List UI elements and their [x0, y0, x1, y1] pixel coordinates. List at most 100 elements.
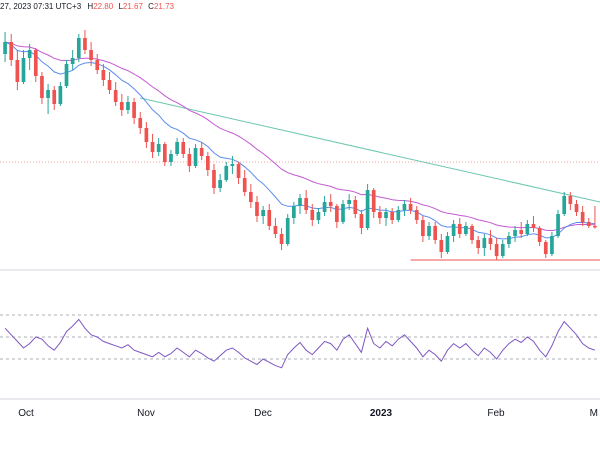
header-low-value: 21.67 — [122, 2, 143, 11]
candle-body — [507, 236, 511, 244]
candle — [218, 174, 222, 192]
candle — [322, 196, 327, 216]
candle-body — [396, 210, 401, 220]
candle — [169, 150, 173, 166]
candle-body — [242, 178, 247, 192]
candle-body — [64, 64, 69, 86]
candle-body — [224, 166, 229, 180]
candle-body — [359, 214, 364, 228]
candle — [298, 194, 302, 214]
candle — [519, 222, 524, 238]
candle-body — [384, 212, 388, 218]
candle-body — [439, 240, 444, 252]
candle — [476, 236, 481, 254]
candle — [40, 72, 44, 104]
candle — [433, 222, 438, 244]
candle-body — [144, 128, 149, 142]
rsi-line — [4, 318, 596, 369]
candle-body — [70, 58, 75, 64]
x-tick-label: Dec — [254, 408, 272, 419]
candle-body — [15, 60, 20, 82]
candle — [21, 50, 26, 84]
candle — [470, 224, 474, 244]
candle — [156, 138, 161, 156]
candle-body — [169, 154, 173, 162]
candle — [341, 200, 345, 224]
candle — [568, 192, 573, 210]
candle — [365, 184, 370, 230]
candle — [421, 216, 425, 242]
candle — [396, 206, 401, 222]
candle — [464, 222, 468, 236]
candle-body — [445, 236, 450, 252]
candle — [593, 206, 597, 229]
candle-body — [255, 202, 259, 216]
candle — [347, 194, 351, 210]
candle-body — [482, 238, 487, 248]
candle — [439, 234, 444, 258]
candle — [451, 220, 456, 242]
header-low-label: L — [118, 2, 123, 11]
candle — [513, 226, 517, 242]
candle — [537, 226, 542, 246]
ohlc-header: 27, 2023 07:31 UTC+3 H22.80 L21.67 C21.7… — [0, 2, 174, 11]
candle-body — [119, 102, 124, 110]
candle — [230, 156, 235, 174]
candle — [543, 240, 548, 258]
candle — [482, 234, 487, 256]
candle-body — [421, 220, 425, 236]
candle-body — [402, 204, 407, 210]
candle — [193, 144, 198, 168]
candle — [224, 162, 229, 182]
candle-body — [138, 118, 143, 128]
candle — [457, 218, 462, 238]
candle — [138, 112, 143, 134]
candle — [9, 34, 14, 66]
candle — [236, 162, 241, 184]
candle — [70, 50, 75, 70]
candle-body — [304, 198, 308, 210]
candle-body — [451, 224, 456, 236]
candle — [162, 142, 167, 166]
candle — [335, 204, 339, 228]
candle-body — [58, 86, 63, 104]
header-close-value: 21.73 — [153, 2, 174, 11]
x-tick-label: Nov — [137, 408, 155, 419]
candle-body — [285, 218, 290, 244]
candle-body — [83, 38, 87, 50]
candle — [15, 50, 20, 90]
candle — [199, 142, 204, 160]
candle — [181, 138, 186, 158]
candle — [46, 84, 50, 114]
candle-body — [162, 144, 167, 162]
candle — [402, 200, 407, 216]
header-high-value: 22.80 — [93, 2, 114, 11]
candle — [273, 218, 278, 238]
candle-body — [335, 206, 339, 222]
candle — [27, 44, 32, 70]
candle — [52, 86, 57, 110]
candle-body — [95, 60, 100, 70]
candle — [408, 198, 413, 214]
candle — [58, 82, 63, 106]
candle — [304, 190, 308, 214]
candle-body — [175, 142, 179, 154]
candle-body — [586, 222, 591, 226]
candle-body — [33, 50, 38, 76]
candle-body — [89, 50, 93, 60]
candle — [3, 32, 7, 62]
candle — [33, 48, 38, 82]
candle-body — [113, 90, 118, 102]
candle — [255, 196, 259, 222]
candle-body — [187, 154, 192, 166]
candle — [353, 196, 358, 218]
candle — [76, 34, 81, 62]
candle-body — [76, 38, 81, 58]
candle — [261, 206, 265, 224]
candle-body — [562, 196, 567, 214]
candle-body — [593, 226, 597, 228]
candle-body — [322, 202, 327, 212]
candle-body — [156, 144, 161, 152]
candle-body — [21, 58, 26, 82]
